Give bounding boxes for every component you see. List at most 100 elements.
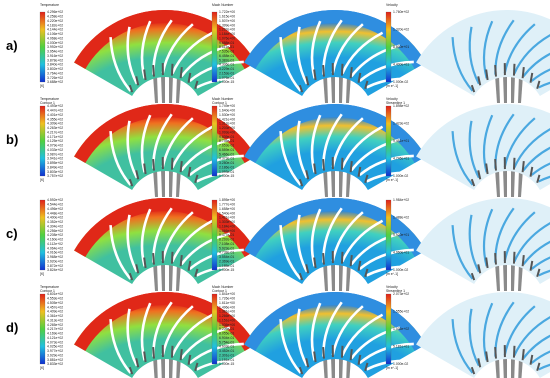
blade: [482, 208, 494, 267]
blade: [126, 214, 139, 273]
hub-leg: [153, 263, 158, 291]
blade-root: [135, 170, 140, 180]
colorbar-tick-label: 4.553e+02: [47, 297, 63, 301]
colorbar-tick-label: 3.280e-01: [219, 161, 234, 165]
hub-leg: [153, 357, 158, 378]
impeller: [416, 9, 550, 96]
blade-root: [322, 64, 325, 77]
colorbar-tick-label: 1.151e-01: [219, 358, 234, 362]
hub-leg: [176, 75, 181, 103]
blade: [180, 44, 231, 78]
colorbar: [385, 11, 392, 83]
colorbar-tick-label: 4.125e+02: [47, 139, 63, 143]
colorbar-tick-label: 3.849e+02: [47, 165, 63, 169]
blade-root: [340, 251, 344, 264]
colorbar-tick-label: 1.611e+00: [219, 301, 235, 305]
colorbar-tick-label: 1.066e+00: [219, 229, 235, 233]
colorbar-tick-label: 1.093e+00: [219, 130, 235, 134]
blade-root: [187, 260, 192, 271]
blade: [538, 175, 550, 183]
blade-root: [305, 358, 310, 368]
blade-root: [194, 362, 199, 372]
colorbar-tick-label: 1.722e+00: [219, 10, 235, 14]
hub-leg: [153, 169, 158, 197]
blade: [350, 326, 401, 360]
blade-root: [470, 272, 476, 281]
colorbar-tick-label: 4.313e+02: [47, 318, 63, 322]
blade: [196, 77, 254, 89]
blade: [538, 81, 550, 89]
colorbar-tick-label: 4.352e+02: [47, 220, 63, 224]
blade: [468, 214, 480, 273]
blade: [522, 146, 550, 172]
colorbar-tick-label: 1.421e+00: [219, 117, 235, 121]
blade: [530, 256, 550, 270]
colorbar-tick-label: 3.229e-01: [219, 67, 234, 71]
colorbar-tick-label: 1.895e+00: [219, 198, 235, 202]
blade: [350, 44, 401, 78]
colorbar-tick-label: 7.535e-01: [219, 50, 234, 54]
hub-leg: [331, 357, 335, 378]
blade-root: [128, 272, 134, 281]
hub-leg: [518, 75, 523, 103]
blade-root: [313, 163, 317, 175]
blade-root: [512, 63, 516, 76]
colorbar-tick-label: 1.760e+02: [393, 10, 409, 14]
blade-root: [349, 161, 353, 173]
shroud: [74, 10, 256, 69]
hub-leg: [331, 263, 335, 291]
blade-root: [170, 63, 174, 76]
colorbar-tick-label: 1.203e+00: [219, 126, 235, 130]
blade: [538, 363, 550, 371]
colorbar-tick-label: 4.400e+02: [47, 216, 63, 220]
colorbar-tick-label: 1.036e+00: [219, 323, 235, 327]
blade-root: [194, 268, 199, 278]
colorbar-tick-label: 1.076e-01: [219, 76, 234, 80]
colorbar-tick-label: 6.904e-01: [219, 336, 234, 340]
blade: [279, 319, 302, 374]
colorbar-unit: [K]: [40, 272, 44, 276]
colorbar-tick-label: 4.208e+02: [47, 233, 63, 237]
colorbar-tick-label: 3.872e+02: [47, 264, 63, 268]
row-label: a): [6, 38, 18, 53]
blade-root: [485, 257, 489, 269]
blade: [331, 305, 364, 356]
blade-root: [512, 251, 516, 264]
colorbar-tick-label: 4.361e+02: [47, 314, 63, 318]
blade: [140, 302, 152, 361]
colorbar-tick-label: 1.421e+00: [219, 216, 235, 220]
colorbar: [39, 11, 46, 83]
colorbar-tick-label: 3.987e+02: [47, 152, 63, 156]
blade-root: [152, 346, 155, 359]
blade-root: [529, 260, 534, 271]
row-label: d): [6, 320, 18, 335]
colorbar-tick-label: 4.220e+02: [47, 19, 63, 23]
shroud: [74, 292, 256, 351]
hub-leg: [176, 169, 181, 197]
hub-leg: [323, 357, 328, 378]
impeller: [416, 197, 550, 284]
colorbar-tick-label: 4.265e+02: [47, 323, 63, 327]
blade: [468, 26, 480, 85]
legend-title: Temperature: [40, 285, 59, 289]
colorbar-tick-label: 1.000e-15: [219, 268, 234, 272]
row-label: b): [6, 132, 18, 147]
blade-root: [477, 170, 482, 180]
colorbar-tick-label: 1.000e-02: [393, 80, 408, 84]
colorbar: [211, 105, 218, 177]
hub-leg: [511, 75, 515, 103]
hub-leg: [169, 357, 173, 378]
colorbar-unit: [m s^-1]: [386, 366, 398, 370]
colorbar-unit: [K]: [40, 366, 44, 370]
colorbar-tick-label: 3.878e+02: [47, 58, 63, 62]
blade: [171, 313, 214, 357]
colorbar-tick-label: 3.726e+02: [47, 76, 63, 80]
colorbar-tick-label: 4.309e+02: [47, 122, 63, 126]
colorbar-tick-label: 1.777e+00: [219, 203, 235, 207]
blade-root: [143, 69, 147, 81]
colorbar-tick-label: 1.000e-02: [393, 268, 408, 272]
blade-root: [494, 346, 497, 359]
blade: [358, 154, 414, 177]
blade: [140, 114, 152, 173]
blade-root: [349, 255, 353, 267]
